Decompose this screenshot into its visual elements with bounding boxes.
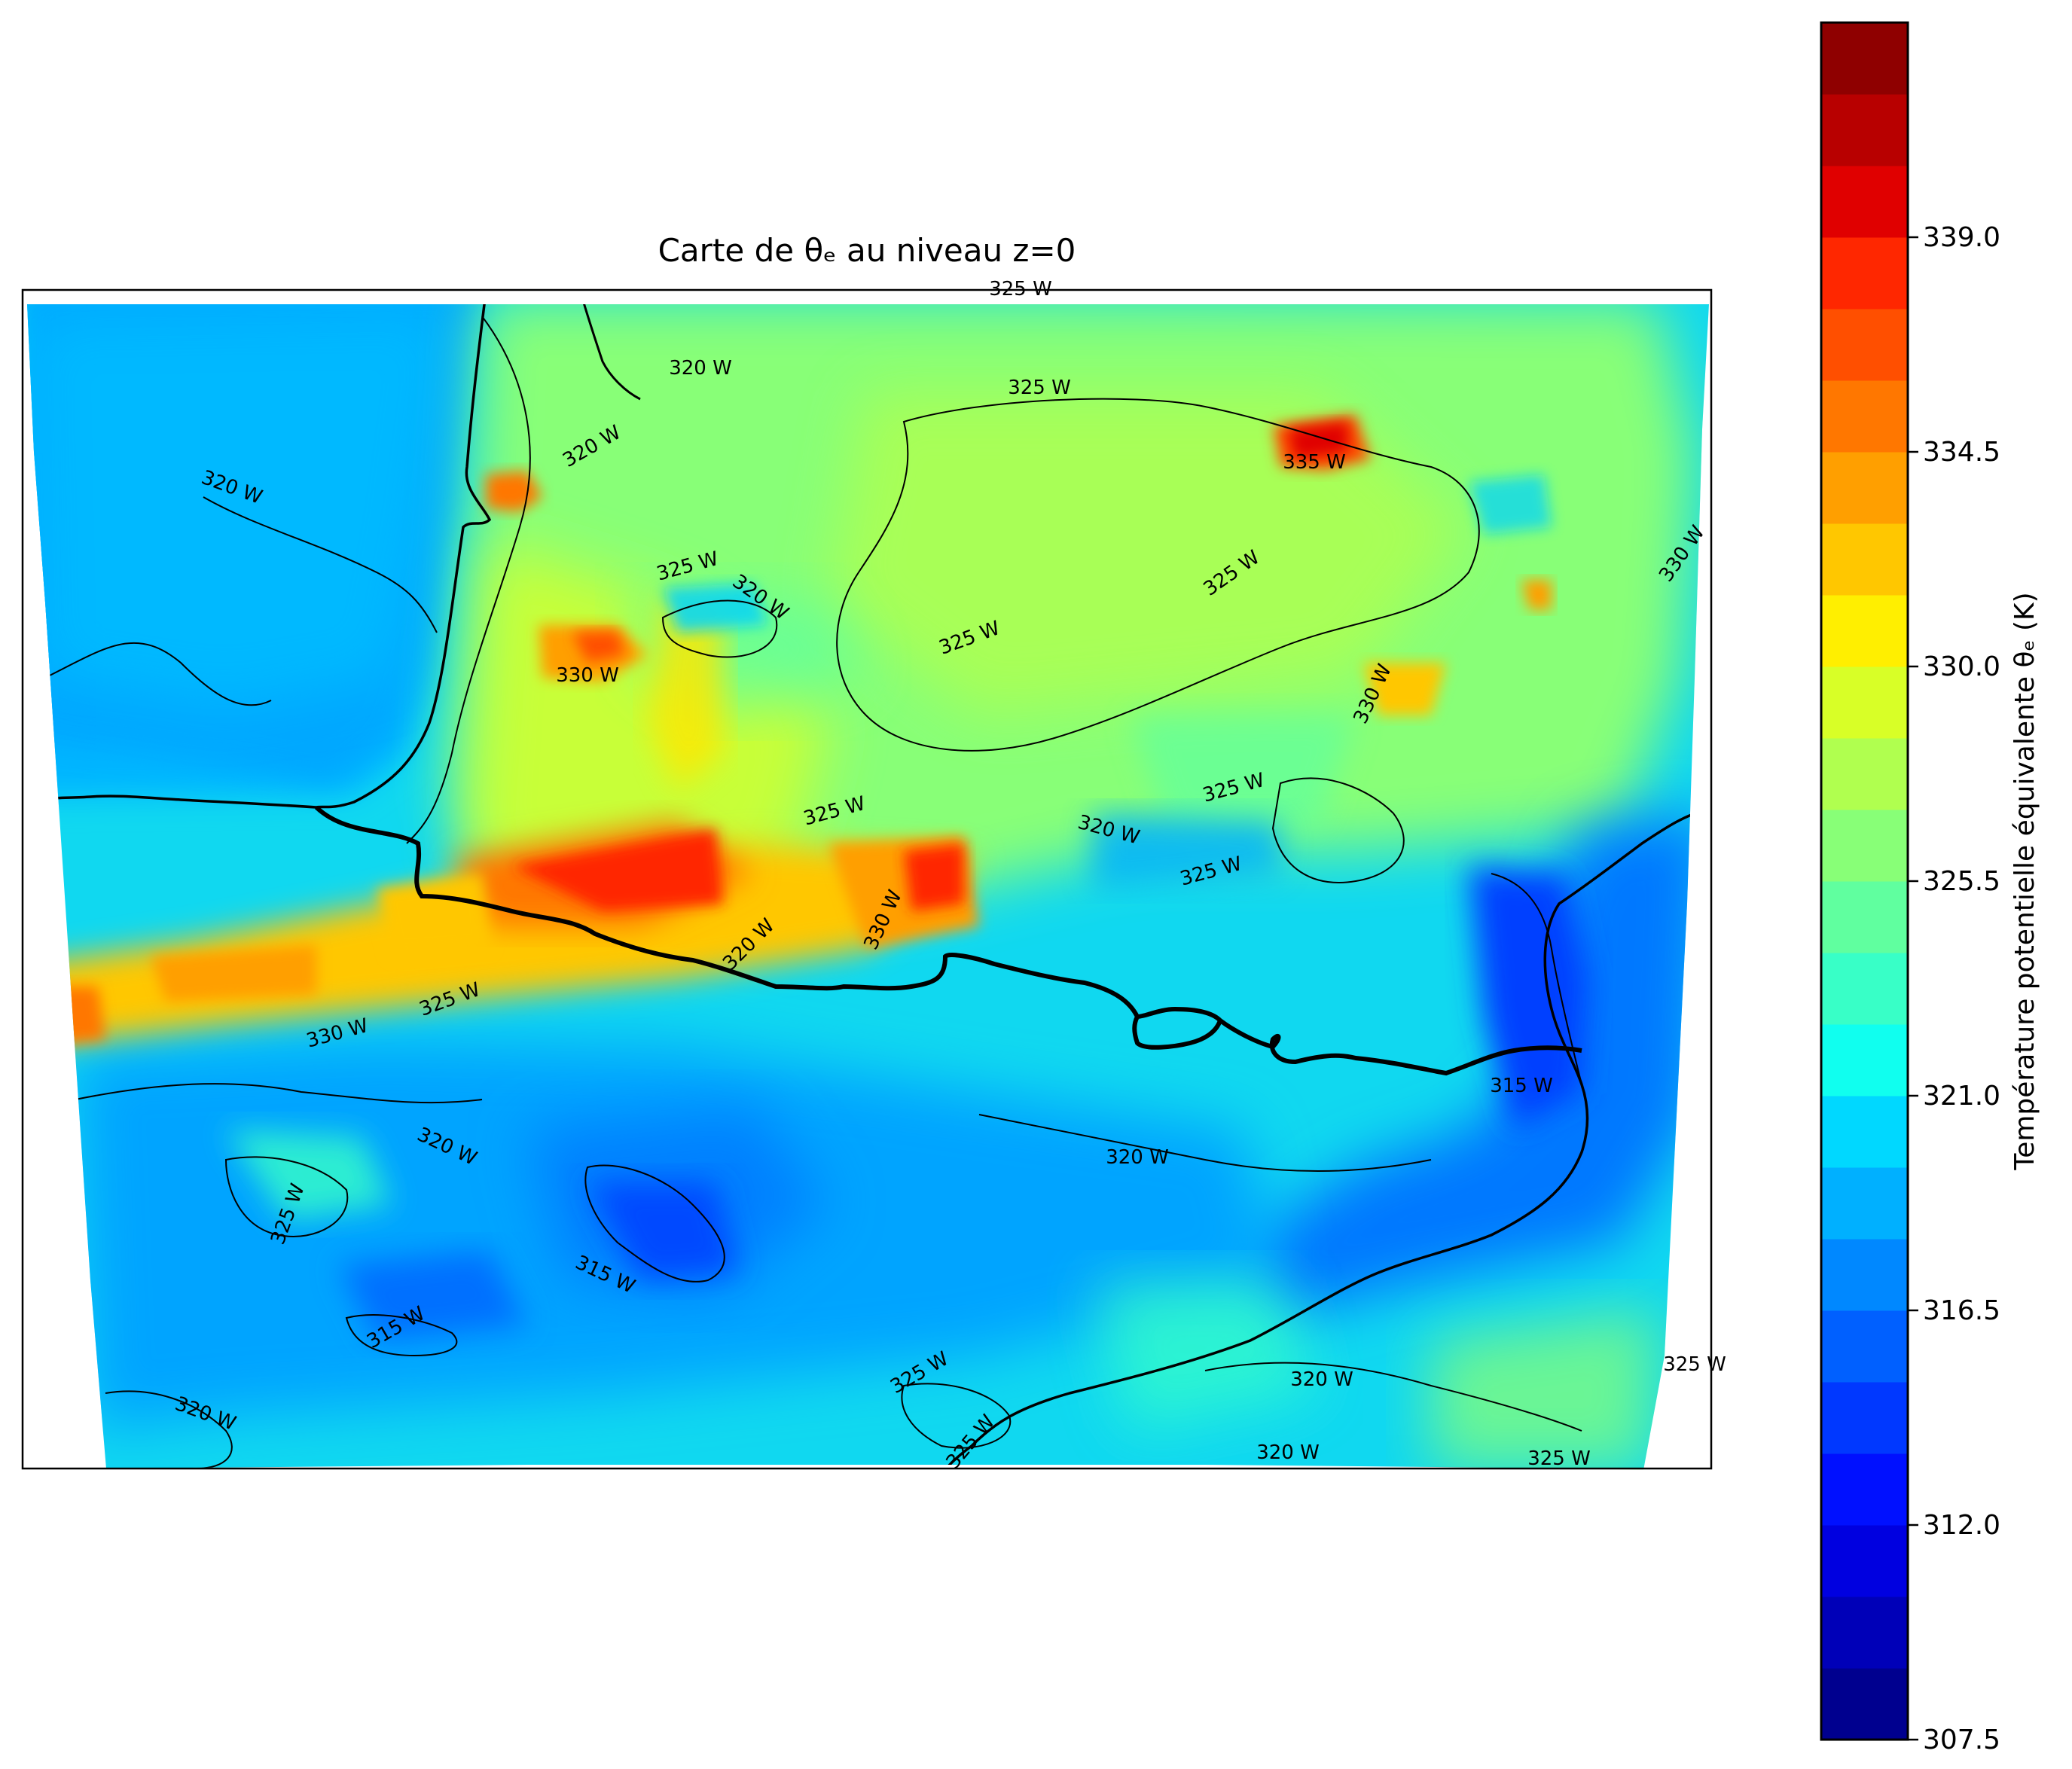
contour-label: 320 W [1256, 1441, 1320, 1464]
colorbar-band [1821, 237, 1908, 310]
contour-label: 315 W [1490, 1075, 1553, 1097]
colorbar-band [1821, 1597, 1908, 1669]
contour-label: 335 W [1283, 451, 1346, 474]
colorbar-band [1821, 1310, 1908, 1383]
contour-label: 320 W [1106, 1146, 1169, 1169]
colorbar-band [1821, 452, 1908, 524]
colorbar-tick-label: 316.5 [1923, 1295, 2000, 1326]
contour-lines [44, 316, 1582, 1469]
colorbar-band [1821, 1239, 1908, 1311]
colorbar-band [1821, 1096, 1908, 1168]
colorbar-tick-label: 312.0 [1923, 1510, 2000, 1541]
colorbar-band [1821, 1024, 1908, 1096]
coastline-bay-of-biscay-spain [27, 795, 317, 809]
gironde-estuary [578, 304, 641, 401]
colorbar-band [1821, 953, 1908, 1025]
map-title: Carte de θₑ au niveau z=0 [658, 232, 1076, 269]
contour-label: 325 W [1008, 377, 1071, 399]
colorbar: 307.5 312.0 316.5 321.0 325.5 330.0 334.5 339.0… [1820, 21, 2040, 1755]
colorbar-tick-label: 330.0 [1923, 651, 2000, 682]
contour-label: 325 W [989, 278, 1052, 300]
colorbar-ticks: 307.5 312.0 316.5 321.0 325.5 330.0 334.5 339.0 [1908, 222, 2000, 1755]
colorbar-band [1821, 738, 1908, 810]
colorbar-band [1821, 666, 1908, 739]
colorbar-tick-label: 334.5 [1923, 437, 2000, 468]
colorbar-band [1821, 23, 1908, 95]
contour-label: 325 W [1663, 1353, 1726, 1376]
colorbar-label: Température potentielle équivalente θₑ (… [2009, 592, 2040, 1170]
colorbar-tick-label: 325.5 [1923, 866, 2000, 897]
coastline-mediterranean [944, 808, 1709, 1470]
colorbar-tick-label: 321.0 [1923, 1081, 2000, 1112]
contour-label: 320 W [1290, 1368, 1353, 1391]
colorbar-band [1821, 1453, 1908, 1526]
colorbar-band [1821, 94, 1908, 166]
coastline-atlantic-france [316, 304, 492, 809]
theta-e-field [27, 304, 1709, 1469]
colorbar-band [1821, 309, 1908, 381]
colorbar-tick-label: 307.5 [1923, 1725, 2000, 1755]
colorbar-band [1821, 1167, 1908, 1240]
contour-label: 320 W [669, 357, 732, 380]
contour-label: 330 W [556, 664, 619, 687]
colorbar-band [1821, 1382, 1908, 1454]
colorbar-band [1821, 1668, 1908, 1740]
colorbar-band [1821, 523, 1908, 596]
france-spain-border [314, 805, 1582, 1076]
colorbar-band [1821, 881, 1908, 953]
colorbar-band [1821, 810, 1908, 882]
coastlines-borders [27, 304, 1709, 1470]
colorbar-band [1821, 595, 1908, 667]
colorbar-band [1821, 166, 1908, 238]
colorbar-band [1821, 380, 1908, 453]
colorbar-tick-label: 339.0 [1923, 222, 2000, 253]
colorbar-band [1821, 1525, 1908, 1597]
map-frame [21, 288, 1713, 1470]
contour-label: 325 W [1527, 1447, 1591, 1470]
colorbar-bands [1821, 23, 1908, 1740]
